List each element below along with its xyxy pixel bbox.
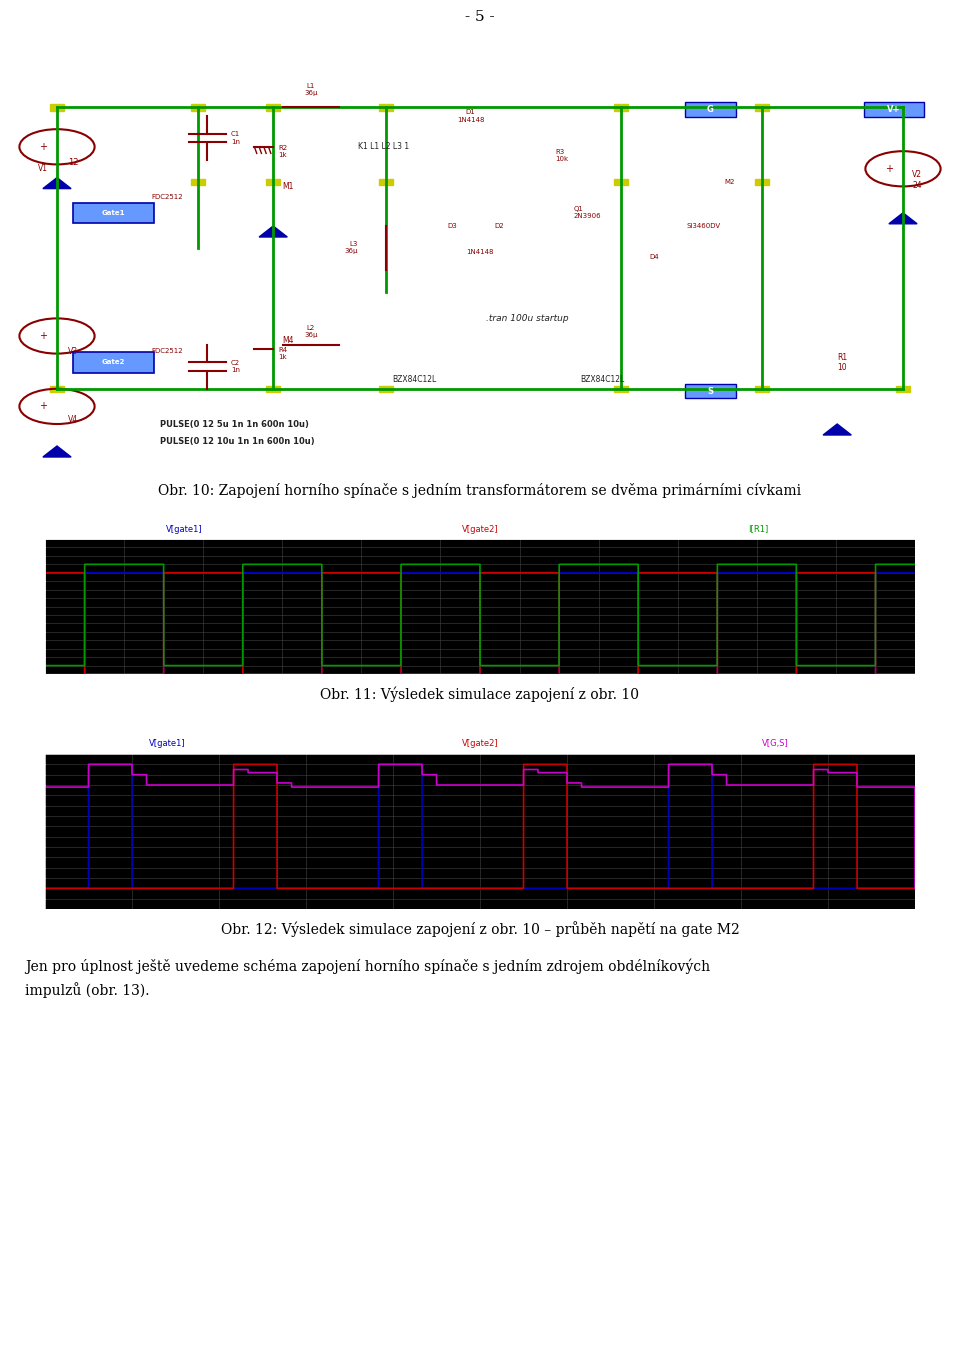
FancyBboxPatch shape [684, 384, 735, 398]
Text: Jen pro úplnost ještě uvedeme schéma zapojení horního spínače s jedním zdrojem o: Jen pro úplnost ještě uvedeme schéma zap… [25, 958, 710, 999]
Text: PULSE(0 12 5u 1n 1n 600n 10u): PULSE(0 12 5u 1n 1n 600n 10u) [160, 420, 309, 428]
Text: +: + [39, 331, 47, 341]
Text: V[gate2]: V[gate2] [462, 739, 498, 748]
Text: C1
1n: C1 1n [231, 132, 240, 144]
Text: S: S [708, 386, 713, 396]
Bar [266, 179, 280, 186]
Bar [614, 104, 628, 110]
Bar [896, 385, 910, 392]
Text: R3
10k: R3 10k [555, 149, 568, 162]
Text: C2
1n: C2 1n [231, 361, 240, 373]
Text: L3
36µ: L3 36µ [345, 241, 358, 254]
Text: V[gate1]: V[gate1] [149, 739, 185, 748]
Text: G: G [707, 105, 713, 114]
Bar [50, 104, 64, 110]
Bar [614, 385, 628, 392]
Bar [755, 179, 769, 186]
Text: L1
36µ: L1 36µ [304, 83, 318, 96]
Text: V3: V3 [68, 347, 79, 355]
Text: .tran 100u startup: .tran 100u startup [486, 314, 568, 323]
Bar [755, 104, 769, 110]
Polygon shape [889, 213, 917, 223]
Bar [755, 385, 769, 392]
Text: V2
24: V2 24 [912, 170, 923, 190]
Bar [191, 104, 205, 110]
Text: D2: D2 [494, 223, 504, 229]
Text: D1
1N4148: D1 1N4148 [457, 109, 485, 122]
Text: Obr. 11: Výsledek simulace zapojení z obr. 10: Obr. 11: Výsledek simulace zapojení z ob… [321, 686, 639, 701]
Text: V+: V+ [887, 105, 900, 114]
Bar [614, 179, 628, 186]
Text: R1
10: R1 10 [837, 353, 848, 371]
Text: BZX84C12L: BZX84C12L [580, 376, 624, 385]
Text: 1N4148: 1N4148 [467, 249, 493, 256]
Text: 12: 12 [68, 157, 79, 167]
Text: M4: M4 [282, 336, 294, 345]
Text: D3: D3 [447, 223, 457, 229]
Text: - 5 -: - 5 - [466, 9, 494, 24]
Polygon shape [43, 446, 71, 458]
Text: M1: M1 [282, 182, 294, 191]
Text: M2: M2 [725, 179, 734, 184]
Text: +: + [885, 164, 893, 174]
Text: PULSE(0 12 10u 1n 1n 600n 10u): PULSE(0 12 10u 1n 1n 600n 10u) [160, 437, 315, 446]
Text: FDC2512: FDC2512 [151, 349, 182, 354]
Text: R2
1k: R2 1k [277, 145, 287, 157]
Text: D4: D4 [649, 254, 659, 260]
Text: Gate1: Gate1 [102, 210, 125, 215]
Text: Gate2: Gate2 [102, 359, 125, 365]
Polygon shape [43, 178, 71, 188]
Bar [266, 385, 280, 392]
Text: Obr. 12: Výsledek simulace zapojení z obr. 10 – průběh napětí na gate M2: Obr. 12: Výsledek simulace zapojení z ob… [221, 921, 739, 937]
Bar [50, 385, 64, 392]
Bar [191, 179, 205, 186]
FancyBboxPatch shape [73, 353, 154, 373]
Text: +: + [39, 401, 47, 412]
Text: V[gate1]: V[gate1] [166, 525, 203, 533]
Text: K1 L1 L2 L3 1: K1 L1 L2 L3 1 [358, 143, 409, 151]
FancyBboxPatch shape [684, 102, 735, 117]
Polygon shape [823, 424, 852, 435]
Bar [266, 104, 280, 110]
Text: R4
1k: R4 1k [277, 347, 287, 361]
Text: BZX84C12L: BZX84C12L [392, 376, 437, 385]
Text: Si3460DV: Si3460DV [686, 223, 721, 229]
Text: V[G,S]: V[G,S] [762, 739, 789, 748]
Text: V1: V1 [37, 164, 48, 174]
Bar [896, 104, 910, 110]
Text: V[gate2]: V[gate2] [462, 525, 498, 533]
Bar [379, 179, 393, 186]
FancyBboxPatch shape [73, 203, 154, 223]
Bar [379, 385, 393, 392]
Text: +: + [39, 141, 47, 152]
Text: Q1
2N3906: Q1 2N3906 [574, 206, 602, 219]
Bar [379, 104, 393, 110]
FancyBboxPatch shape [863, 102, 924, 117]
Text: I[R1]: I[R1] [748, 525, 769, 533]
Text: V4: V4 [68, 415, 79, 424]
Text: FDC2512: FDC2512 [151, 194, 182, 201]
Text: Obr. 10: Zapojení horního spínače s jedním transformátorem se dvěma primárními c: Obr. 10: Zapojení horního spínače s jedn… [158, 482, 802, 498]
Polygon shape [259, 226, 287, 237]
Text: L2
36µ: L2 36µ [304, 326, 318, 338]
